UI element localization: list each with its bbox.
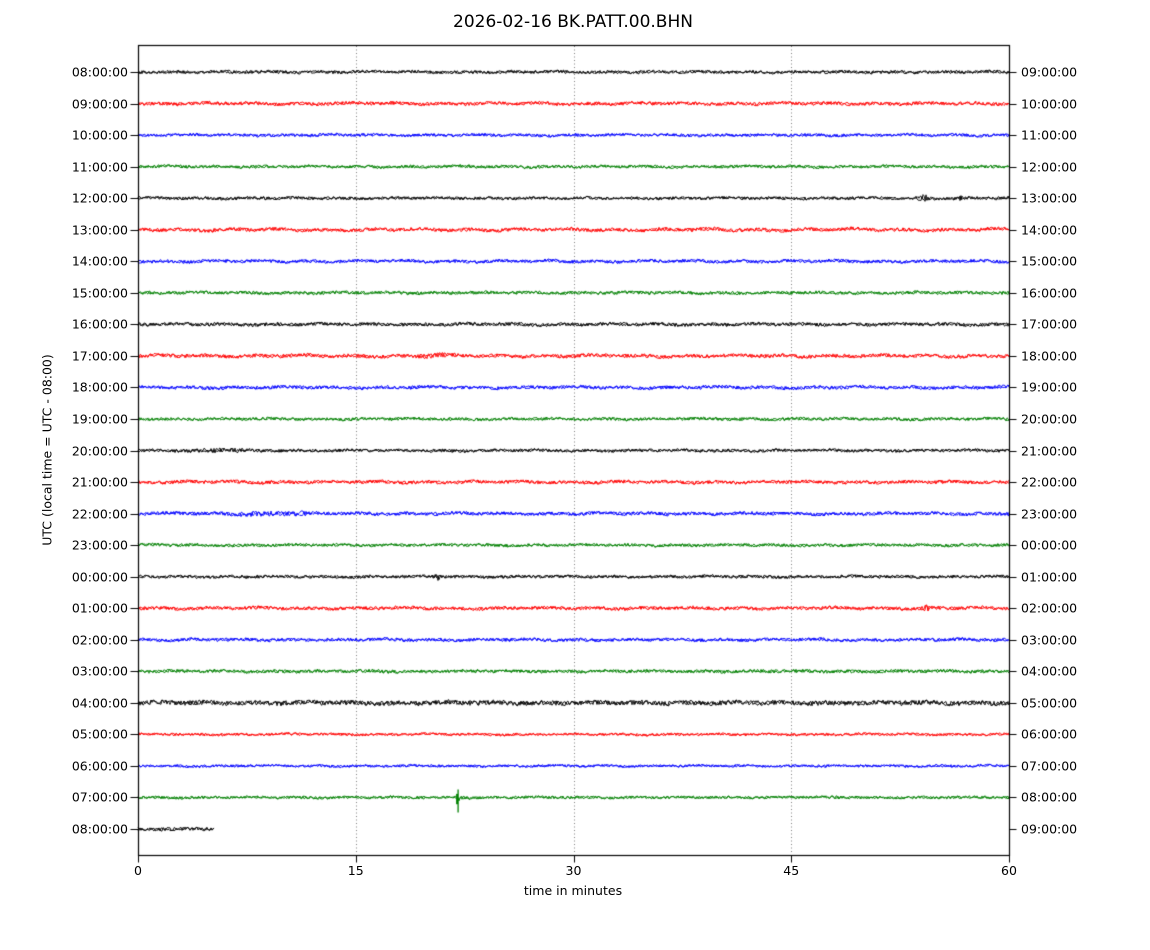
x-tick-label: 30 xyxy=(565,863,582,878)
local-time-label: 10:00:00 xyxy=(1021,96,1078,112)
utc-time-label: 01:00:00 xyxy=(71,600,128,616)
utc-time-label: 19:00:00 xyxy=(71,411,128,427)
utc-time-label: 10:00:00 xyxy=(71,127,128,143)
utc-time-label: 15:00:00 xyxy=(71,285,128,301)
local-time-label: 09:00:00 xyxy=(1021,821,1078,837)
local-time-label: 19:00:00 xyxy=(1021,379,1078,395)
utc-time-label: 13:00:00 xyxy=(71,222,128,238)
local-time-label: 22:00:00 xyxy=(1021,474,1078,490)
y-axis-label: UTC (local time = UTC - 08:00) xyxy=(39,354,55,546)
local-time-label: 21:00:00 xyxy=(1021,443,1078,458)
utc-time-label: 20:00:00 xyxy=(71,443,128,458)
local-time-label: 01:00:00 xyxy=(1021,569,1078,585)
local-time-label: 03:00:00 xyxy=(1021,632,1078,648)
x-tick-label: 0 xyxy=(134,863,142,878)
x-tick-label: 45 xyxy=(783,863,800,878)
x-tick-label: 60 xyxy=(1001,863,1017,878)
utc-time-label: 18:00:00 xyxy=(71,379,128,395)
local-time-label: 06:00:00 xyxy=(1021,726,1078,742)
local-time-label: 20:00:00 xyxy=(1021,411,1078,427)
utc-time-label: 23:00:00 xyxy=(71,537,128,553)
local-time-label: 05:00:00 xyxy=(1021,695,1078,711)
local-time-label: 08:00:00 xyxy=(1021,789,1078,805)
utc-time-label: 02:00:00 xyxy=(71,632,128,648)
local-time-label: 00:00:00 xyxy=(1021,537,1078,553)
local-time-label: 02:00:00 xyxy=(1021,600,1078,616)
local-time-label: 14:00:00 xyxy=(1021,222,1078,238)
utc-time-label: 09:00:00 xyxy=(71,96,128,112)
local-time-label: 18:00:00 xyxy=(1021,348,1078,364)
local-time-label: 04:00:00 xyxy=(1021,663,1078,679)
utc-time-label: 17:00:00 xyxy=(71,348,128,364)
local-time-label: 07:00:00 xyxy=(1021,758,1078,774)
page-title: 2026-02-16 BK.PATT.00.BHN xyxy=(453,12,693,32)
utc-time-label: 03:00:00 xyxy=(71,663,128,679)
local-time-label: 12:00:00 xyxy=(1021,159,1078,175)
utc-time-label: 04:00:00 xyxy=(71,695,128,711)
local-time-label: 11:00:00 xyxy=(1021,127,1078,143)
utc-time-label: 08:00:00 xyxy=(71,821,128,837)
local-time-label: 13:00:00 xyxy=(1021,190,1078,206)
local-time-label: 16:00:00 xyxy=(1021,285,1078,301)
local-time-label: 23:00:00 xyxy=(1021,506,1078,522)
local-time-label: 09:00:00 xyxy=(1021,64,1078,80)
x-tick-label: 15 xyxy=(347,863,364,878)
local-time-label: 15:00:00 xyxy=(1021,253,1078,269)
utc-time-label: 12:00:00 xyxy=(71,190,128,206)
utc-time-label: 21:00:00 xyxy=(71,474,128,490)
utc-time-label: 16:00:00 xyxy=(71,316,128,332)
utc-time-label: 14:00:00 xyxy=(71,253,128,269)
utc-time-label: 08:00:00 xyxy=(71,64,128,80)
local-time-label: 17:00:00 xyxy=(1021,316,1078,332)
utc-time-label: 06:00:00 xyxy=(71,758,128,774)
utc-time-label: 07:00:00 xyxy=(71,789,128,805)
utc-time-label: 11:00:00 xyxy=(71,159,128,175)
utc-time-label: 22:00:00 xyxy=(71,506,128,522)
x-axis-label: time in minutes xyxy=(523,883,623,898)
utc-time-label: 00:00:00 xyxy=(71,569,128,585)
utc-time-label: 05:00:00 xyxy=(71,726,128,742)
